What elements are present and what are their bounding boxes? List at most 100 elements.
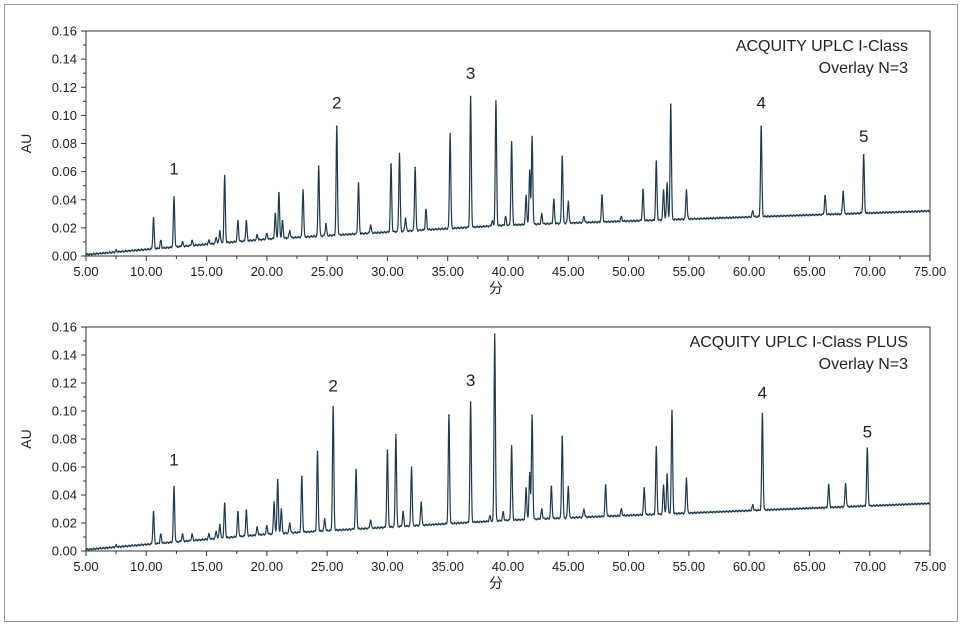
chart1-peak-point <box>398 152 401 155</box>
chart2-x-tick-label: 35.00 <box>431 559 464 574</box>
chart1-peak-point <box>274 213 277 215</box>
chart2-peak-point <box>386 449 389 452</box>
chart1-peak-point <box>357 182 360 184</box>
chart1-peak-point <box>390 163 392 166</box>
chart2-peak-point <box>844 483 847 485</box>
chart2-y-tick-label: 0.10 <box>52 404 77 419</box>
chart1-x-axis-label: 分 <box>489 280 503 296</box>
chart1-peak-label-3: 3 <box>466 64 475 83</box>
chart1-peak-point <box>669 103 672 105</box>
chart1-peak-point <box>288 229 291 232</box>
chart2-peak-point <box>761 413 764 415</box>
chart1-peak-point <box>159 239 162 242</box>
chart2-x-tick-label: 20.00 <box>251 559 284 574</box>
chart2-y-axis-label: AU <box>18 429 34 448</box>
chart1-peak-point <box>685 189 688 191</box>
chart1-peak-point <box>567 200 570 202</box>
chart1-chromatogram-trace <box>85 95 931 256</box>
chart1-peak-label-2: 2 <box>332 93 341 112</box>
chart2-peak-point <box>280 508 283 510</box>
chart1-peak-point <box>655 160 658 163</box>
chart2-peak-point <box>604 484 607 487</box>
chart1-plot-area <box>85 30 931 257</box>
chart2-peak-point <box>181 533 184 535</box>
chart2-x-tick-label: 55.00 <box>673 559 706 574</box>
chart1-peak-point <box>531 135 533 138</box>
chart1-peak-point <box>469 96 472 98</box>
chart2-peak-point <box>395 434 397 436</box>
chart1-peak-point <box>325 222 327 225</box>
chart2-peak-point <box>215 530 218 533</box>
chart1-y-axis-label: AU <box>18 134 34 153</box>
chart1-x-tick-label: 40.00 <box>492 264 525 279</box>
chart2-peak-point <box>510 445 513 447</box>
chart1-peak-point <box>237 220 239 222</box>
chart2-peak-label-5: 5 <box>863 423 872 442</box>
chart2-peak-point <box>266 525 268 527</box>
chart2-peak-point <box>620 508 623 510</box>
chart2-y-tick-label: 0.00 <box>52 544 77 559</box>
chart2-x-tick-label: 50.00 <box>612 559 645 574</box>
chart2-peak-point <box>525 487 527 489</box>
chart1-peak-point <box>525 194 527 197</box>
chart2-x-tick-label: 45.00 <box>552 559 585 574</box>
chart1-peak-point <box>173 196 175 198</box>
figure-frame <box>4 4 958 622</box>
chart2-y-tick-label: 0.14 <box>52 348 77 363</box>
chart2-chromatogram-trace <box>85 333 931 551</box>
chart2-x-tick-label: 65.00 <box>793 559 826 574</box>
chart2-peak-point <box>685 477 688 480</box>
chart1-y-tick-label: 0.04 <box>52 192 77 207</box>
chart1-peak-point <box>181 241 184 243</box>
chart1-x-tick-label: 50.00 <box>612 264 645 279</box>
chart1-x-tick-label: 55.00 <box>673 264 706 279</box>
chart2-peak-point <box>410 466 413 468</box>
chart2-peak-point <box>469 401 472 404</box>
chart1-peak-point <box>302 189 304 191</box>
chart2-peak-point <box>288 522 291 524</box>
chart1-x-tick-label: 25.00 <box>311 264 344 279</box>
chart2-peak-point <box>643 487 646 489</box>
chart2-peak-point <box>866 448 869 450</box>
chart1-x-tick-label: 75.00 <box>914 264 947 279</box>
chart1-peak-point <box>528 169 531 172</box>
chart2-peak-point <box>540 508 543 510</box>
chart2-peak-point <box>237 511 239 513</box>
chart2-x-tick-label: 25.00 <box>311 559 344 574</box>
chart2-peak-point <box>191 533 193 535</box>
chart1-y-tick-label: 0.08 <box>52 136 77 151</box>
chart1-peak-point <box>266 232 268 235</box>
chart1-y-tick-label: 0.14 <box>52 52 77 67</box>
chart1-peak-point <box>642 189 644 191</box>
chart1-y-tick-label: 0.16 <box>52 24 77 39</box>
chart1-peak-label-1: 1 <box>169 159 178 178</box>
chart2-peak-label-3: 3 <box>466 371 475 390</box>
chart2-peak-point <box>583 508 585 510</box>
chart2-y-tick-label: 0.12 <box>52 376 77 391</box>
chart2-peak-point <box>827 484 830 487</box>
chart2-peak-point <box>531 414 533 417</box>
chart2-peak-point <box>152 511 155 513</box>
chart2-x-axis-label: 分 <box>489 575 503 591</box>
chart1-y-tick-label: 0.02 <box>52 220 77 235</box>
chart1-peak-point <box>317 165 320 167</box>
chart1-peak-point <box>404 217 407 219</box>
chart2-peak-label-1: 1 <box>169 451 178 470</box>
chart1-peak-point <box>223 175 226 177</box>
chart2-x-tick-label: 5.00 <box>73 559 98 574</box>
chart2-annotation-line-1: ACQUITY UPLC I-Class PLUS <box>690 334 908 351</box>
chart1-peak-label-5: 5 <box>859 127 868 146</box>
chart1-peak-point <box>115 249 117 252</box>
chart1-x-tick-label: 70.00 <box>853 264 886 279</box>
chart1-peak-point <box>583 215 585 218</box>
chart2-peak-point <box>489 515 491 517</box>
chart1-x-tick-label: 65.00 <box>793 264 826 279</box>
chart1-peak-point <box>504 215 507 218</box>
chart2-peak-point <box>173 485 175 488</box>
chart1-peak-label-4: 4 <box>756 93 765 112</box>
chart2-x-tick-label: 30.00 <box>371 559 404 574</box>
chart2-peak-point <box>671 410 673 412</box>
chart1-peak-point <box>495 100 497 103</box>
chart1-peak-point <box>491 220 494 222</box>
chart1-peak-point <box>219 229 221 232</box>
